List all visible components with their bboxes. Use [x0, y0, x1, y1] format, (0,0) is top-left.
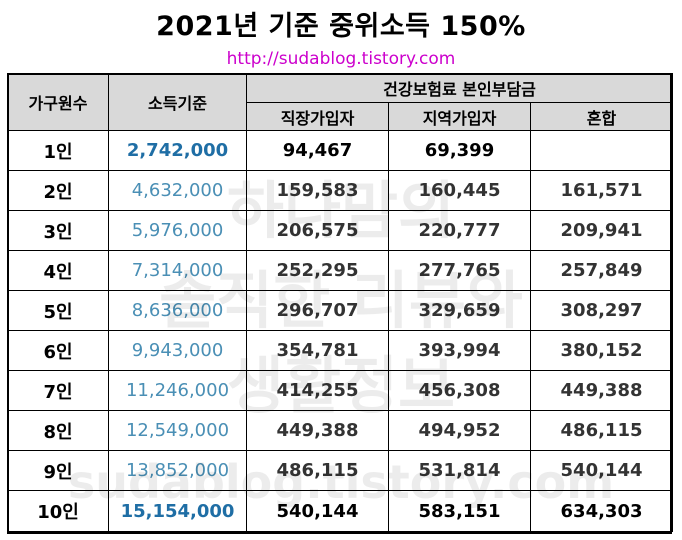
header-mixed: 혼합 [529, 102, 674, 131]
income-cell: 13,852,000 [108, 450, 247, 491]
household-cell: 7인 [7, 370, 109, 411]
blog-url-link[interactable]: http://sudablog.tistory.com [226, 49, 456, 69]
income-cell: 8,636,000 [108, 290, 247, 331]
page-title: 2021년 기준 중위소득 150% [156, 11, 526, 42]
regional-cell: 329,659 [388, 290, 531, 331]
employee-cell: 159,583 [246, 170, 389, 211]
header-household: 가구원수 [7, 73, 109, 131]
income-cell: 15,154,000 [108, 490, 247, 532]
regional-cell: 220,777 [388, 210, 531, 251]
income-cell: 11,246,000 [108, 370, 247, 411]
table-row: 8인 12,549,000 449,388 494,952 486,115 [7, 410, 674, 451]
household-cell: 9인 [7, 450, 109, 491]
mixed-cell: 540,144 [529, 450, 674, 491]
header-employee: 직장가입자 [246, 102, 389, 131]
income-cell: 9,943,000 [108, 330, 247, 371]
employee-cell: 252,295 [246, 250, 389, 291]
table-row: 6인 9,943,000 354,781 393,994 380,152 [7, 330, 674, 371]
income-cell: 2,742,000 [108, 130, 247, 171]
regional-cell: 69,399 [388, 130, 531, 171]
employee-cell: 206,575 [246, 210, 389, 251]
mixed-cell: 486,115 [529, 410, 674, 451]
household-cell: 6인 [7, 330, 109, 371]
income-cell: 5,976,000 [108, 210, 247, 251]
income-table: 가구원수 소득기준 건강보험료 본인부담금 직장가입자 지역가입자 혼합 1인 … [7, 73, 674, 532]
table-row: 5인 8,636,000 296,707 329,659 308,297 [7, 290, 674, 331]
table-row: 9인 13,852,000 486,115 531,814 540,144 [7, 450, 674, 491]
household-cell: 4인 [7, 250, 109, 291]
employee-cell: 354,781 [246, 330, 389, 371]
regional-cell: 277,765 [388, 250, 531, 291]
mixed-cell: 380,152 [529, 330, 674, 371]
mixed-cell: 161,571 [529, 170, 674, 211]
header-income: 소득기준 [108, 73, 247, 131]
table-row: 1인 2,742,000 94,467 69,399 [7, 130, 674, 171]
household-cell: 1인 [7, 130, 109, 171]
table-row: 4인 7,314,000 252,295 277,765 257,849 [7, 250, 674, 291]
table-row: 10인 15,154,000 540,144 583,151 634,303 [7, 490, 674, 532]
employee-cell: 94,467 [246, 130, 389, 171]
household-cell: 10인 [7, 490, 109, 532]
regional-cell: 393,994 [388, 330, 531, 371]
table-row: 2인 4,632,000 159,583 160,445 161,571 [7, 170, 674, 211]
mixed-cell: 449,388 [529, 370, 674, 411]
household-cell: 5인 [7, 290, 109, 331]
table-row: 7인 11,246,000 414,255 456,308 449,388 [7, 370, 674, 411]
mixed-cell: 257,849 [529, 250, 674, 291]
employee-cell: 486,115 [246, 450, 389, 491]
mixed-cell: 634,303 [529, 490, 674, 532]
household-cell: 2인 [7, 170, 109, 211]
employee-cell: 540,144 [246, 490, 389, 532]
header-insurance: 건강보험료 본인부담금 [245, 73, 674, 103]
mixed-cell: 209,941 [529, 210, 674, 251]
employee-cell: 414,255 [246, 370, 389, 411]
household-cell: 8인 [7, 410, 109, 451]
household-cell: 3인 [7, 210, 109, 251]
income-cell: 7,314,000 [108, 250, 247, 291]
employee-cell: 449,388 [246, 410, 389, 451]
income-cell: 12,549,000 [108, 410, 247, 451]
income-cell: 4,632,000 [108, 170, 247, 211]
table-row: 3인 5,976,000 206,575 220,777 209,941 [7, 210, 674, 251]
regional-cell: 531,814 [388, 450, 531, 491]
regional-cell: 456,308 [388, 370, 531, 411]
regional-cell: 583,151 [388, 490, 531, 532]
regional-cell: 160,445 [388, 170, 531, 211]
mixed-cell: 308,297 [529, 290, 674, 331]
mixed-cell [529, 130, 674, 171]
employee-cell: 296,707 [246, 290, 389, 331]
header-regional: 지역가입자 [388, 102, 531, 131]
regional-cell: 494,952 [388, 410, 531, 451]
